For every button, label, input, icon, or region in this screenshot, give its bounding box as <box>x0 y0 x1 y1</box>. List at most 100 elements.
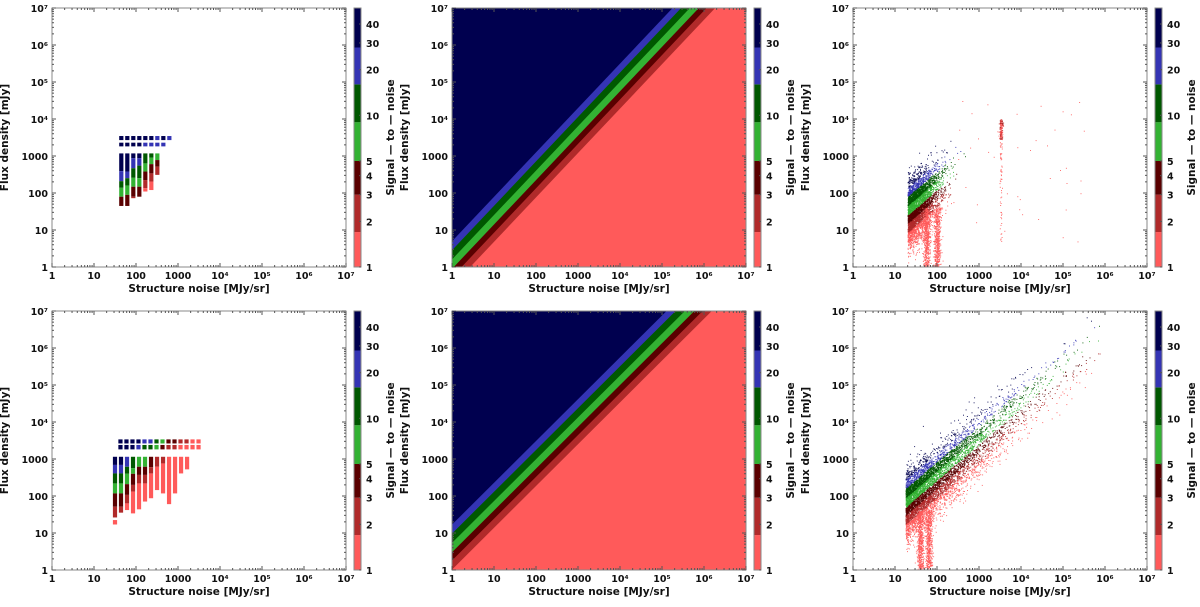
scatter-point <box>916 244 918 245</box>
scatter-point <box>929 177 931 179</box>
scatter-point <box>920 183 922 185</box>
scatter-point <box>915 232 917 234</box>
scatter-point <box>922 219 924 221</box>
scatter-point <box>942 171 943 173</box>
scatter-point <box>914 184 916 186</box>
scatter-point <box>908 209 910 211</box>
scatter-point <box>931 201 933 203</box>
scatter-point <box>933 170 935 172</box>
scatter-point <box>916 216 918 218</box>
scatter-point <box>917 240 919 241</box>
scatter-point <box>924 207 926 209</box>
scatter-point <box>920 214 922 216</box>
scatter-point <box>907 199 909 201</box>
scatter-point <box>919 192 921 194</box>
scatter-point <box>919 216 921 218</box>
scatter-point <box>929 182 931 184</box>
scatter-point <box>925 188 927 190</box>
scatter-point <box>911 207 912 209</box>
scatter-point <box>915 179 917 181</box>
colorbar-band <box>754 160 761 195</box>
snr-square <box>131 136 136 141</box>
snr-bin <box>149 181 154 191</box>
scatter-point <box>922 204 924 206</box>
scatter-point <box>928 197 930 199</box>
scatter-point <box>924 197 926 199</box>
scatter-point <box>923 207 925 209</box>
scatter-point <box>910 197 912 199</box>
scatter-point <box>916 205 918 207</box>
scatter-point <box>930 189 932 191</box>
scatter-point <box>927 180 929 182</box>
scatter-point <box>918 184 920 186</box>
scatter-point <box>918 231 920 233</box>
scatter-point <box>914 224 916 226</box>
scatter-point <box>909 186 910 188</box>
scatter-point <box>910 180 912 182</box>
scatter-point <box>920 227 921 229</box>
scatter-point <box>917 213 919 215</box>
scatter-point <box>943 197 945 199</box>
scatter-point <box>916 192 918 194</box>
scatter-point <box>909 210 911 212</box>
scatter-point <box>908 191 910 192</box>
scatter-point <box>932 177 934 179</box>
x-tick-label: 10⁶ <box>695 271 712 282</box>
scatter-point <box>921 220 923 222</box>
scatter-point <box>930 186 932 188</box>
colorbar-tick-label: 4 <box>366 172 373 183</box>
scatter-point <box>918 209 920 211</box>
scatter-point <box>915 218 917 219</box>
scatter-point <box>919 194 921 196</box>
scatter-point <box>925 175 926 177</box>
scatter-point <box>940 185 942 187</box>
scatter-point <box>922 225 924 227</box>
colorbar-tick-label: 40 <box>366 20 380 31</box>
scatter-point <box>911 180 913 182</box>
scatter-point <box>941 195 943 197</box>
scatter-point <box>932 191 934 193</box>
scatter-point <box>918 207 920 209</box>
scatter-point <box>915 178 917 180</box>
scatter-point <box>934 196 936 198</box>
scatter-point <box>916 214 918 216</box>
scatter-point <box>927 191 929 193</box>
scatter-point <box>920 173 922 175</box>
scatter-point <box>935 183 937 185</box>
scatter-point <box>937 162 939 164</box>
snr-region-below-1.7 <box>470 8 746 267</box>
scatter-point <box>926 197 928 199</box>
scatter-point <box>909 192 911 194</box>
scatter-point <box>918 249 920 251</box>
scatter-point <box>913 171 915 173</box>
colorbar-tick-label: 1 <box>766 263 773 274</box>
scatter-point <box>925 193 927 195</box>
scatter-point <box>910 217 911 218</box>
scatter-point <box>910 202 912 204</box>
scatter-point <box>925 199 927 201</box>
scatter-point <box>940 178 942 180</box>
scatter-point <box>934 170 936 171</box>
snr-square <box>155 136 160 141</box>
scatter-point <box>922 175 924 177</box>
scatter-point <box>916 237 918 239</box>
snr-square <box>131 142 136 147</box>
scatter-point <box>918 193 920 195</box>
scatter-point <box>923 178 925 180</box>
scatter-point <box>909 197 910 199</box>
panel-row1-right: 1110101001001000100010⁴10⁴10⁵10⁵10⁶10⁶10… <box>800 4 1198 295</box>
scatter-point <box>911 218 913 219</box>
scatter-point <box>912 186 914 188</box>
scatter-point <box>911 243 913 245</box>
scatter-point <box>926 186 928 188</box>
scatter-point <box>912 177 914 179</box>
scatter-point <box>908 173 910 175</box>
scatter-point <box>911 216 913 218</box>
scatter-point <box>914 191 916 193</box>
scatter-point <box>917 226 919 228</box>
scatter-point <box>909 234 911 236</box>
scatter-point <box>913 231 915 233</box>
y-tick-label: 1 <box>441 263 448 274</box>
scatter-point <box>919 178 921 180</box>
scatter-point <box>907 252 909 254</box>
